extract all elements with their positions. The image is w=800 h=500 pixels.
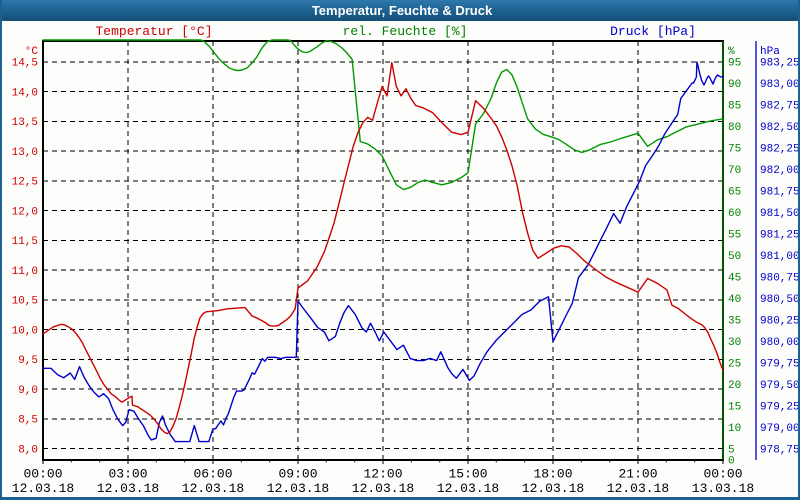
svg-text:95: 95: [728, 58, 741, 70]
svg-text:15: 15: [728, 401, 741, 413]
svg-text:10: 10: [728, 423, 741, 435]
svg-text:18:00: 18:00: [533, 467, 572, 482]
svg-text:00:00: 00:00: [703, 467, 742, 482]
svg-text:980,25: 980,25: [760, 315, 800, 327]
svg-text:12.03.18: 12.03.18: [522, 481, 584, 496]
svg-text:45: 45: [728, 273, 741, 285]
svg-text:981,75: 981,75: [760, 187, 800, 199]
svg-text:00:00: 00:00: [23, 467, 62, 482]
svg-text:979,75: 979,75: [760, 358, 800, 370]
svg-text:21:00: 21:00: [618, 467, 657, 482]
svg-text:60: 60: [728, 208, 741, 220]
svg-text:9,5: 9,5: [18, 355, 38, 367]
svg-text:983,25: 983,25: [760, 58, 800, 70]
svg-text:80: 80: [728, 122, 741, 134]
svg-text:15:00: 15:00: [448, 467, 487, 482]
svg-text:06:00: 06:00: [193, 467, 232, 482]
svg-text:14,5: 14,5: [12, 58, 38, 70]
svg-text:12.03.18: 12.03.18: [97, 481, 159, 496]
svg-text:03:00: 03:00: [108, 467, 147, 482]
svg-text:10,5: 10,5: [12, 296, 38, 308]
svg-text:12,5: 12,5: [12, 177, 38, 189]
svg-text:55: 55: [728, 230, 741, 242]
svg-text:980,75: 980,75: [760, 273, 800, 285]
svg-text:75: 75: [728, 144, 741, 156]
svg-text:12.03.18: 12.03.18: [607, 481, 669, 496]
svg-text:980,00: 980,00: [760, 337, 800, 349]
svg-text:30: 30: [728, 337, 741, 349]
svg-text:°C: °C: [25, 46, 39, 58]
svg-text:70: 70: [728, 165, 741, 177]
svg-text:978,75: 978,75: [760, 444, 800, 456]
svg-text:90: 90: [728, 79, 741, 91]
svg-text:09:00: 09:00: [278, 467, 317, 482]
svg-text:12.03.18: 12.03.18: [352, 481, 414, 496]
svg-text:5: 5: [728, 444, 735, 456]
svg-text:981,25: 981,25: [760, 230, 800, 242]
svg-text:981,00: 981,00: [760, 251, 800, 263]
svg-text:14,0: 14,0: [12, 87, 38, 99]
svg-text:9,0: 9,0: [18, 385, 38, 397]
svg-text:50: 50: [728, 251, 741, 263]
svg-text:11,5: 11,5: [12, 236, 38, 248]
svg-text:980,50: 980,50: [760, 294, 800, 306]
svg-text:hPa: hPa: [760, 46, 780, 58]
svg-text:981,50: 981,50: [760, 208, 800, 220]
svg-text:12:00: 12:00: [363, 467, 402, 482]
svg-text:12.03.18: 12.03.18: [12, 481, 74, 496]
svg-text:12.03.18: 12.03.18: [182, 481, 244, 496]
svg-text:982,50: 982,50: [760, 122, 800, 134]
svg-text:983,00: 983,00: [760, 79, 800, 91]
svg-text:13,0: 13,0: [12, 147, 38, 159]
svg-text:11,0: 11,0: [12, 266, 38, 278]
svg-text:10,0: 10,0: [12, 325, 38, 337]
svg-text:12,0: 12,0: [12, 206, 38, 218]
svg-text:40: 40: [728, 294, 741, 306]
svg-text:979,25: 979,25: [760, 401, 800, 413]
svg-text:65: 65: [728, 187, 741, 199]
svg-text:982,00: 982,00: [760, 165, 800, 177]
svg-text:85: 85: [728, 101, 741, 113]
svg-text:%: %: [728, 46, 735, 58]
svg-text:8,0: 8,0: [18, 444, 38, 456]
svg-text:13,5: 13,5: [12, 117, 38, 129]
svg-text:979,00: 979,00: [760, 423, 800, 435]
svg-text:12.03.18: 12.03.18: [437, 481, 499, 496]
svg-text:8,5: 8,5: [18, 415, 38, 427]
svg-text:35: 35: [728, 315, 741, 327]
svg-text:13.03.18: 13.03.18: [692, 481, 754, 496]
svg-text:20: 20: [728, 380, 741, 392]
svg-text:12.03.18: 12.03.18: [267, 481, 329, 496]
svg-text:979,50: 979,50: [760, 380, 800, 392]
svg-text:25: 25: [728, 358, 741, 370]
svg-text:982,25: 982,25: [760, 144, 800, 156]
svg-text:982,75: 982,75: [760, 101, 800, 113]
